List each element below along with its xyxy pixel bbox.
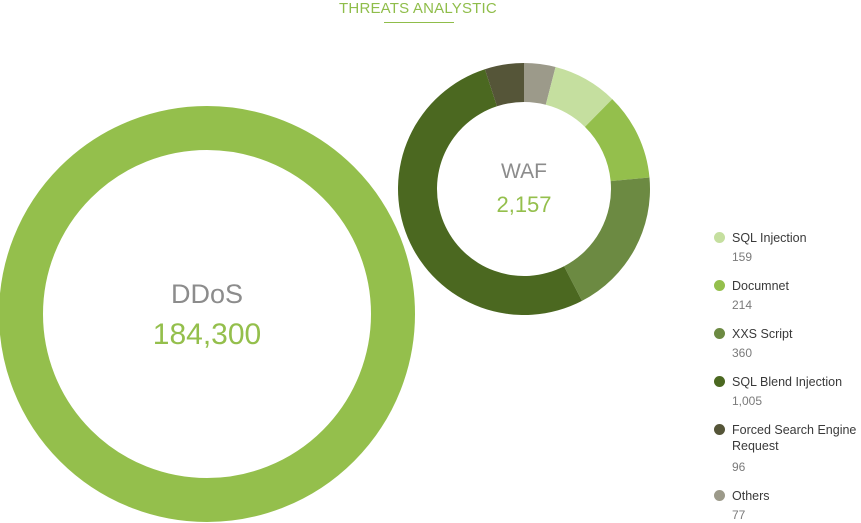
waf-slice-sql-blend-injection [398,69,583,315]
waf-total: 2,157 [496,192,551,217]
waf-slice-documnet [584,99,650,182]
waf-slice-xxs-script [564,177,650,301]
legend-label: XXS Script [732,327,793,341]
legend-value: 96 [732,460,746,474]
waf-slices [398,63,650,315]
chart-title: THREATS ANALYSTIC [339,0,497,17]
ddos-name: DDoS [171,279,243,309]
legend-value: 1,005 [732,394,763,408]
waf-slice-sql-injection [545,67,613,127]
legend-label: Others [732,489,770,503]
legend-label: Forced Search Engine Request [732,423,857,453]
ddos-ring [0,106,415,522]
waf-slice-forced-search-engine-request [484,63,524,107]
legend-swatch [714,376,725,387]
waf-slice-others [524,63,556,105]
legend-value: 159 [732,250,753,264]
legend-label: SQL Blend Injection [732,375,843,389]
waf-name: WAF [501,160,547,183]
waf-donut: WAF 2,157 [398,63,650,315]
legend-value: 214 [732,298,753,312]
ddos-donut: DDoS 184,300 [0,106,415,522]
legend-swatch [714,280,725,291]
legend-swatch [714,424,725,435]
ddos-total: 184,300 [153,318,261,351]
legend-swatch [714,490,725,501]
legend-value: 77 [732,508,746,522]
legend-value: 360 [732,346,753,360]
legend-label: SQL Injection [732,231,807,245]
legend-label: Documnet [732,279,789,293]
legend-swatch [714,328,725,339]
title-underline [384,22,454,23]
legend-swatch [714,232,725,243]
